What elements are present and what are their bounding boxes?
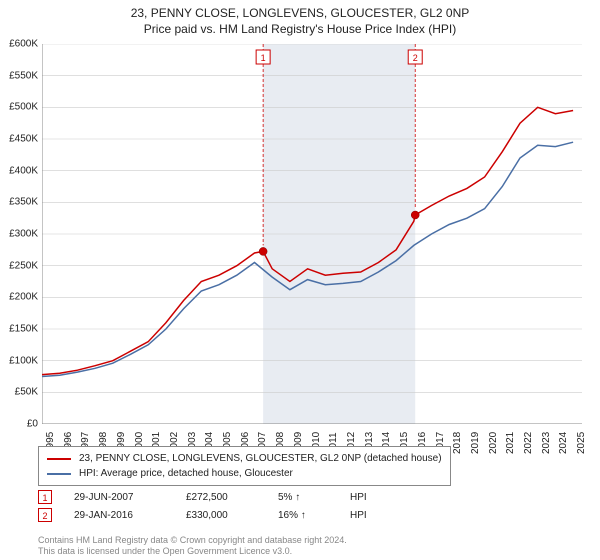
footnote: Contains HM Land Registry data © Crown c…: [38, 535, 347, 558]
sale-price: £272,500: [186, 492, 256, 503]
y-tick-label: £450K: [9, 134, 38, 145]
x-tick-label: 2024: [558, 432, 569, 454]
chart-container: 23, PENNY CLOSE, LONGLEVENS, GLOUCESTER,…: [0, 0, 600, 560]
legend-row: 23, PENNY CLOSE, LONGLEVENS, GLOUCESTER,…: [47, 451, 442, 466]
y-tick-label: £350K: [9, 197, 38, 208]
footnote-line: Contains HM Land Registry data © Crown c…: [38, 535, 347, 547]
chart-svg: 12: [42, 44, 582, 424]
y-tick-label: £500K: [9, 102, 38, 113]
sale-pct: 16% ↑: [278, 510, 328, 521]
x-tick-label: 2019: [470, 432, 481, 454]
y-tick-label: £400K: [9, 165, 38, 176]
sale-pct: 5% ↑: [278, 492, 328, 503]
x-tick-label: 2023: [541, 432, 552, 454]
sale-price: £330,000: [186, 510, 256, 521]
y-tick-label: £0: [27, 419, 38, 430]
y-tick-label: £600K: [9, 39, 38, 50]
chart-area: 12 £0£50K£100K£150K£200K£250K£300K£350K£…: [42, 44, 582, 424]
sales-table: 1 29-JUN-2007 £272,500 5% ↑ HPI 2 29-JAN…: [38, 490, 367, 526]
sale-suffix: HPI: [350, 492, 367, 503]
svg-text:1: 1: [261, 53, 266, 63]
y-tick-label: £300K: [9, 229, 38, 240]
sale-row: 2 29-JAN-2016 £330,000 16% ↑ HPI: [38, 508, 367, 522]
x-tick-label: 2020: [488, 432, 499, 454]
x-tick-label: 2022: [523, 432, 534, 454]
sale-row: 1 29-JUN-2007 £272,500 5% ↑ HPI: [38, 490, 367, 504]
y-tick-label: £100K: [9, 355, 38, 366]
y-tick-label: £150K: [9, 324, 38, 335]
chart-subtitle: Price paid vs. HM Land Registry's House …: [0, 22, 600, 36]
sale-date: 29-JAN-2016: [74, 510, 164, 521]
sale-date: 29-JUN-2007: [74, 492, 164, 503]
legend-row: HPI: Average price, detached house, Glou…: [47, 466, 442, 481]
y-tick-label: £550K: [9, 70, 38, 81]
y-tick-label: £50K: [15, 387, 38, 398]
chart-title: 23, PENNY CLOSE, LONGLEVENS, GLOUCESTER,…: [0, 0, 600, 22]
legend-swatch-series2: [47, 473, 71, 475]
x-tick-label: 2025: [576, 432, 587, 454]
legend-label: HPI: Average price, detached house, Glou…: [79, 466, 293, 481]
x-tick-label: 2018: [452, 432, 463, 454]
sale-marker-icon: 1: [38, 490, 52, 504]
legend-label: 23, PENNY CLOSE, LONGLEVENS, GLOUCESTER,…: [79, 451, 442, 466]
x-tick-label: 2021: [505, 432, 516, 454]
footnote-line: This data is licensed under the Open Gov…: [38, 546, 347, 558]
sale-suffix: HPI: [350, 510, 367, 521]
y-tick-label: £250K: [9, 260, 38, 271]
legend-box: 23, PENNY CLOSE, LONGLEVENS, GLOUCESTER,…: [38, 446, 451, 486]
svg-text:2: 2: [413, 53, 418, 63]
sale-marker-icon: 2: [38, 508, 52, 522]
legend-swatch-series1: [47, 458, 71, 460]
y-tick-label: £200K: [9, 292, 38, 303]
